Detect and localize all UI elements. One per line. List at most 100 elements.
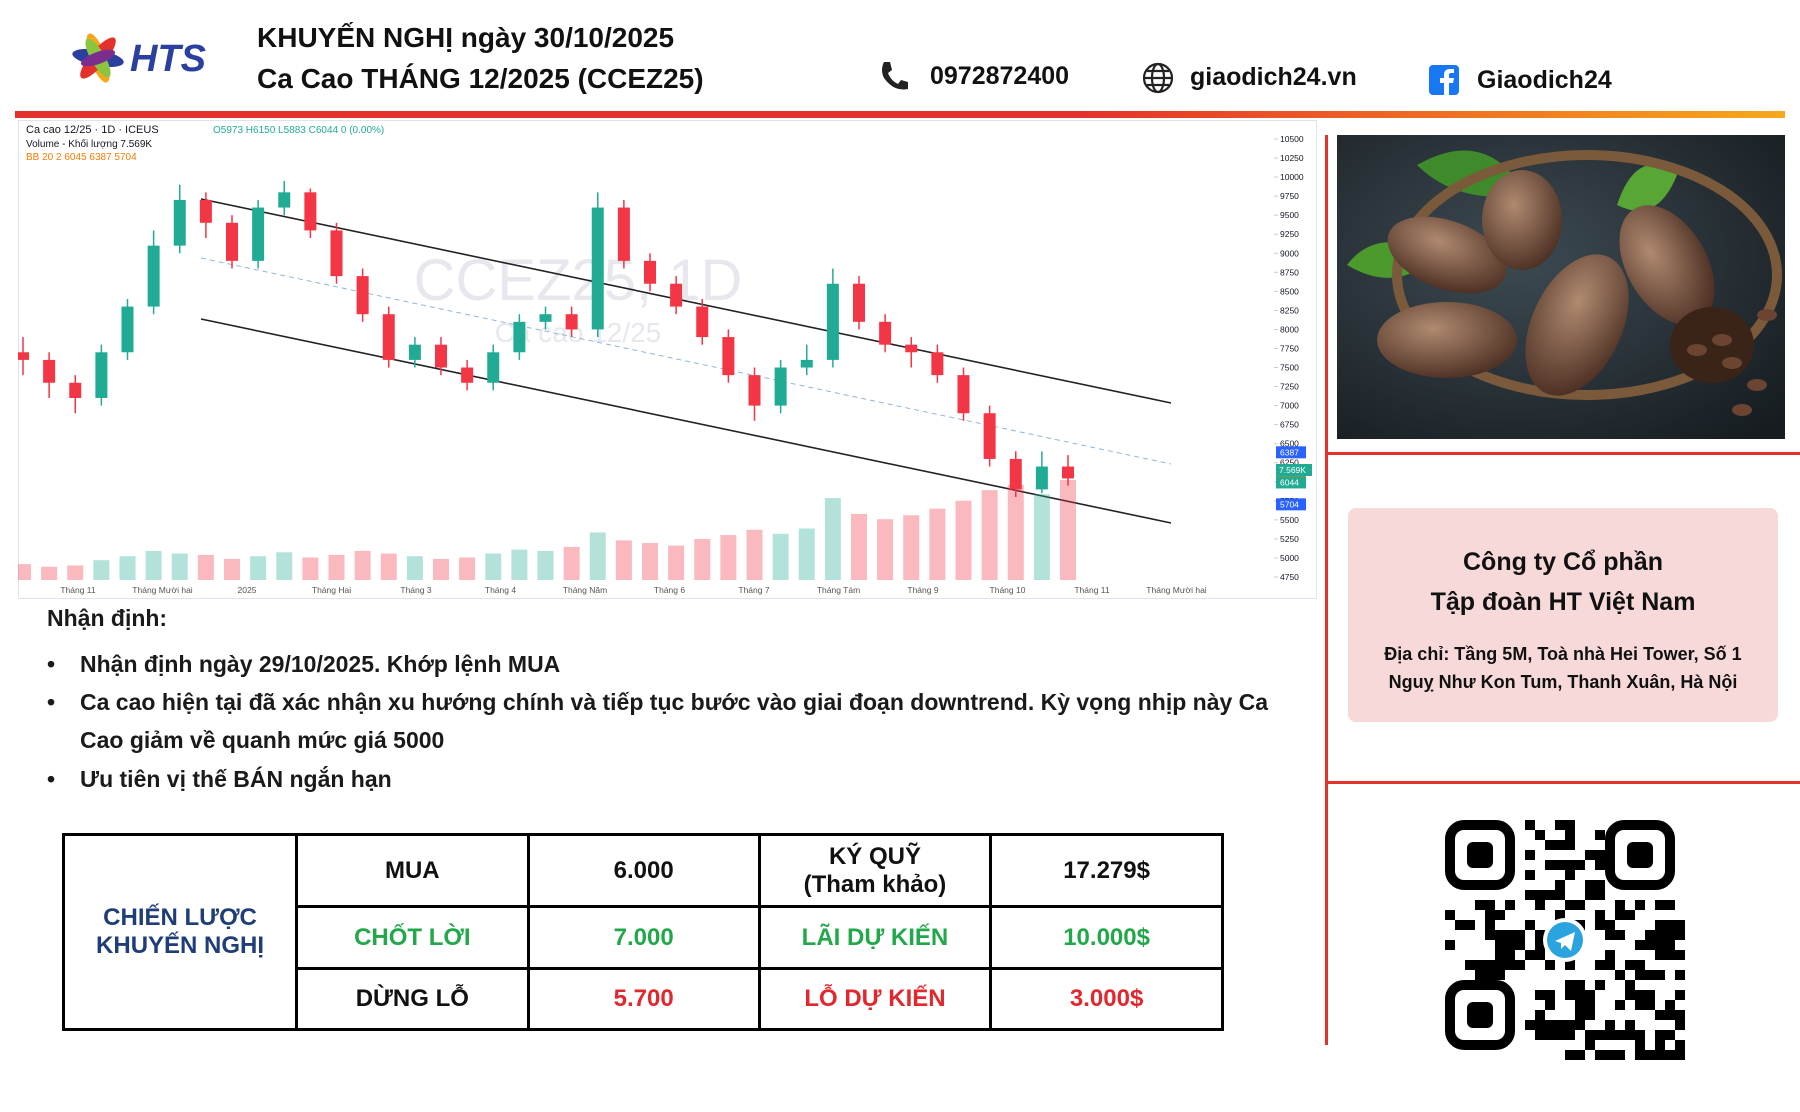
y-tick-label: 9750 [1280,191,1299,201]
phone-icon [882,62,908,90]
title-line1: KHUYẾN NGHỊ ngày 30/10/2025 [257,22,675,53]
qr-module [1555,880,1565,890]
candle-body [252,207,265,261]
ohlc-line: O5973 H6150 L5883 C6044 0 (0.00%) [213,125,384,136]
x-tick-label: Tháng 3 [400,585,431,595]
qr-module [1545,960,1555,970]
qr-module [1635,1040,1645,1050]
qr-finder [1445,980,1515,1050]
qr-module [1445,940,1455,950]
volume-bar [18,564,31,580]
y-tick-label: 7000 [1280,401,1299,411]
candle-body [539,314,552,322]
volume-bar [145,550,162,580]
y-tick-label: 8500 [1280,286,1299,296]
volume-bar [1033,494,1050,580]
qr-module [1615,910,1625,920]
qr-module [1475,960,1485,970]
x-tick-label: Tháng Mười hai [1146,585,1207,595]
volume-bar [563,546,580,580]
volume-bar [119,556,136,580]
bullet-text: Nhận định ngày 29/10/2025. Khớp lệnh MUA [80,651,561,677]
x-tick-label: Tháng 10 [990,585,1026,595]
volume-bar [642,543,658,580]
table-row: CHỐT LỜI 7.000 LÃI DỰ KIẾN 10.000$ [64,905,1224,970]
phone: 0972872400 [930,62,1070,90]
qr-module [1485,930,1495,940]
qr-module [1625,1030,1635,1040]
candle-body [748,375,761,406]
price-tag-label: 6387 [1280,447,1299,457]
y-tick-label: 10000 [1280,172,1304,182]
title-line2: Ca Cao THÁNG 12/2025 (CCEZ25) [257,63,704,94]
y-tick-label: 6500 [1280,439,1299,449]
y-tick-label: 7750 [1280,343,1299,353]
qr-module [1595,890,1605,900]
table-cell: 7.000 [526,905,761,970]
qr-finder-core [1467,1002,1493,1028]
trend-lower [200,318,1172,524]
qr-module [1555,820,1565,830]
candle-body [800,359,813,368]
qr-module [1485,920,1495,930]
candle-body [18,352,29,360]
y-tick-label: 4750 [1280,572,1299,582]
qr-module [1535,1030,1545,1040]
volume-line: Volume - Khối lượng 7.569K [26,138,152,150]
qr-module [1655,1040,1665,1050]
qr-module [1585,1030,1595,1040]
divider-h1 [1327,452,1800,455]
globe-icon [1142,62,1174,94]
qr-finder [1445,820,1515,890]
table-cell: LÃI DỰ KIẾN [757,905,993,970]
qr-module [1675,950,1685,960]
x-tick-label: Tháng 6 [654,585,685,595]
qr-module [1495,950,1505,960]
qr-module [1635,1030,1645,1040]
qr-module [1635,940,1645,950]
telegram-plane [1555,932,1575,951]
candle-body [722,337,735,376]
candle-body [461,367,474,383]
company-address: Địa chỉ: Tầng 5M, Toà nhà Hei Tower, Số … [1384,644,1742,692]
qr-module [1635,970,1645,980]
candle-body [1009,458,1022,490]
candle-body [1035,466,1048,490]
qr-module [1485,970,1495,980]
qr-module [1665,940,1675,950]
symbol-line: Ca cao 12/25 · 1D · ICEUS [26,124,159,136]
y-tick-label: 9500 [1280,210,1299,220]
qr-module [1615,1000,1625,1010]
watermark: CCEZ25, 1D [414,248,743,313]
qr-module [1665,1050,1675,1060]
y-tick-label: 9250 [1280,229,1299,239]
volume-bar [772,533,789,580]
candle-body [696,306,709,338]
x-tick-label: Tháng 11 [1074,585,1110,595]
qr-module [1525,870,1535,880]
volume-bar [694,539,711,580]
y-tick-label: 8000 [1280,324,1299,334]
volume-bar [668,545,685,580]
qr-module [1665,930,1675,940]
qr-module [1525,890,1535,900]
volume-tag-label: 7.569K [1279,465,1306,475]
qr-module [1575,1000,1585,1010]
y-tick-label: 10500 [1280,134,1304,144]
table-cell: 5.700 [526,967,761,1031]
candle-body [774,367,787,406]
analysis-heading: Nhận định: [47,605,168,631]
qr-module [1495,970,1505,980]
cocoa-photo [1337,135,1785,439]
candle-body [330,230,343,277]
qr-module [1525,820,1535,830]
volume-bar [1007,484,1024,580]
qr-module [1535,830,1545,840]
candle-body [408,344,421,360]
table-cell: 3.000$ [989,967,1224,1031]
divider-h2 [1327,781,1800,784]
qr-module [1595,860,1605,870]
company-name-1: Công ty Cổ phần [1463,548,1663,576]
qr-module [1585,1010,1595,1020]
